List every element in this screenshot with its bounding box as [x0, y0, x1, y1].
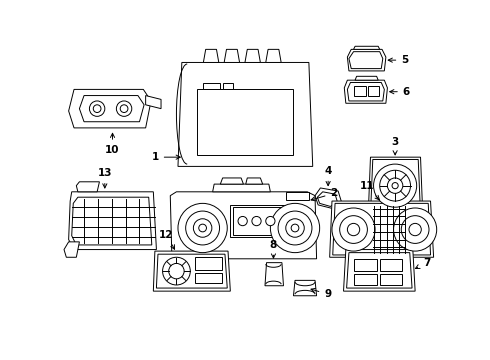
Text: 8: 8: [270, 239, 277, 258]
Polygon shape: [69, 89, 151, 128]
Polygon shape: [346, 253, 412, 288]
Circle shape: [373, 164, 416, 207]
Polygon shape: [347, 82, 384, 101]
Circle shape: [393, 208, 437, 251]
Bar: [203, 83, 220, 89]
Polygon shape: [245, 49, 260, 62]
Text: 12: 12: [159, 230, 174, 249]
Polygon shape: [368, 157, 423, 216]
Bar: [222, 83, 233, 89]
Polygon shape: [72, 197, 152, 245]
Polygon shape: [245, 178, 263, 184]
Polygon shape: [343, 249, 415, 291]
Circle shape: [278, 211, 312, 245]
Polygon shape: [69, 192, 156, 249]
Bar: [195, 273, 222, 283]
Circle shape: [120, 105, 128, 112]
Polygon shape: [318, 192, 337, 206]
Polygon shape: [333, 203, 431, 255]
Circle shape: [409, 223, 421, 236]
Polygon shape: [178, 62, 313, 166]
Circle shape: [194, 219, 212, 237]
Circle shape: [238, 216, 247, 226]
Text: 5: 5: [388, 55, 409, 65]
Bar: [286, 192, 309, 199]
Polygon shape: [265, 263, 283, 286]
Bar: [354, 86, 366, 95]
Text: 1: 1: [151, 152, 180, 162]
Polygon shape: [330, 201, 434, 257]
Circle shape: [266, 216, 275, 226]
Circle shape: [199, 224, 206, 232]
Bar: [381, 259, 402, 271]
Circle shape: [163, 257, 190, 285]
Circle shape: [291, 224, 299, 232]
Bar: [354, 274, 377, 285]
Polygon shape: [213, 184, 270, 192]
Bar: [197, 89, 294, 155]
Circle shape: [178, 203, 227, 253]
Polygon shape: [344, 80, 388, 103]
Text: 6: 6: [390, 87, 410, 97]
Text: 9: 9: [311, 288, 331, 299]
Text: 7: 7: [416, 258, 430, 269]
Polygon shape: [156, 254, 227, 288]
Polygon shape: [354, 46, 380, 49]
Circle shape: [186, 211, 220, 245]
Circle shape: [117, 101, 132, 116]
Circle shape: [401, 216, 429, 243]
Polygon shape: [294, 280, 317, 296]
Polygon shape: [220, 178, 244, 184]
Polygon shape: [370, 159, 420, 214]
Polygon shape: [203, 49, 219, 62]
Polygon shape: [171, 192, 317, 259]
Polygon shape: [315, 188, 341, 209]
Circle shape: [392, 183, 398, 189]
Bar: [233, 207, 283, 235]
Circle shape: [380, 170, 411, 201]
Polygon shape: [266, 49, 281, 62]
Text: 3: 3: [392, 137, 399, 155]
Polygon shape: [79, 95, 144, 122]
Circle shape: [252, 216, 261, 226]
Bar: [195, 257, 222, 270]
Circle shape: [286, 219, 304, 237]
Text: 4: 4: [324, 166, 332, 186]
Bar: [230, 205, 286, 237]
Circle shape: [332, 208, 375, 251]
Polygon shape: [349, 52, 383, 69]
Text: 10: 10: [105, 133, 120, 155]
Circle shape: [89, 101, 105, 116]
Polygon shape: [146, 95, 161, 109]
Polygon shape: [224, 49, 240, 62]
Text: 13: 13: [98, 168, 112, 188]
Bar: [381, 274, 402, 285]
Circle shape: [270, 203, 319, 253]
Polygon shape: [64, 242, 79, 257]
Polygon shape: [347, 49, 386, 71]
Text: 11: 11: [359, 181, 379, 200]
Bar: [368, 86, 379, 95]
Polygon shape: [153, 251, 230, 291]
Bar: [354, 259, 377, 271]
Polygon shape: [355, 76, 378, 80]
Circle shape: [347, 223, 360, 236]
Text: 2: 2: [311, 188, 338, 201]
Circle shape: [388, 178, 403, 193]
Circle shape: [169, 264, 184, 279]
Circle shape: [340, 216, 368, 243]
Polygon shape: [76, 182, 99, 192]
Circle shape: [93, 105, 101, 112]
